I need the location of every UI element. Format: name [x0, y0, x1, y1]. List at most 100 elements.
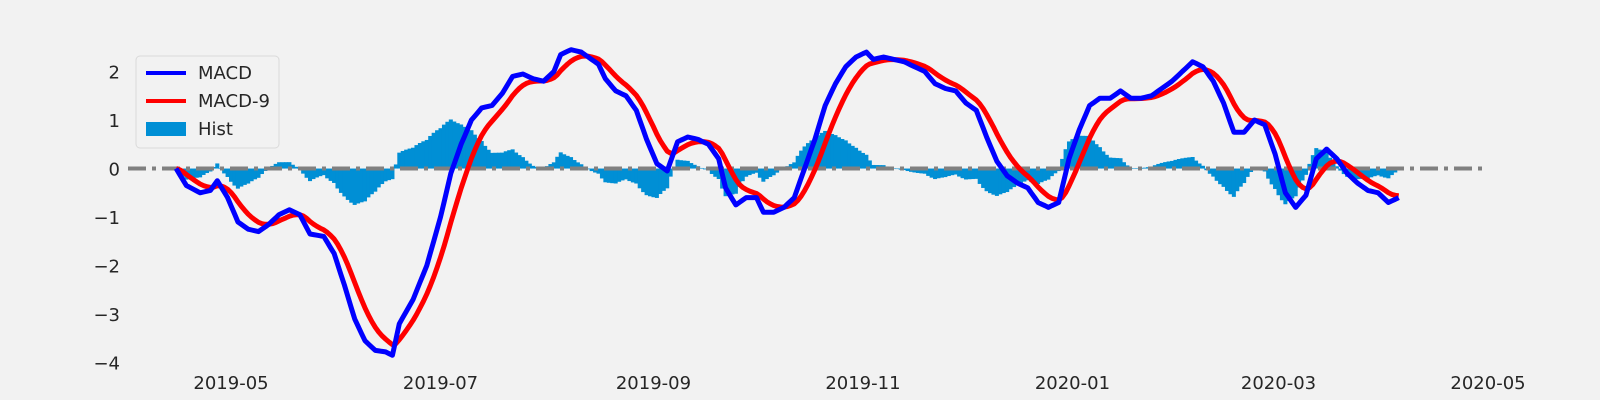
hist-bar — [682, 160, 687, 169]
hist-bar — [510, 149, 515, 169]
hist-bar — [1173, 159, 1178, 169]
hist-bar — [668, 168, 673, 177]
hist-bar — [988, 168, 993, 194]
hist-bar — [397, 152, 402, 169]
hist-bar — [483, 145, 488, 169]
hist-bar — [280, 162, 285, 169]
histogram-layer — [174, 119, 1401, 205]
hist-bar — [1101, 151, 1106, 169]
hist-bar — [737, 168, 742, 187]
hist-bar — [1207, 168, 1212, 174]
hist-bar — [998, 168, 1003, 195]
hist-bar — [527, 163, 532, 169]
hist-bar — [919, 168, 924, 174]
hist-bar — [1159, 162, 1164, 169]
hist-bar — [967, 168, 972, 180]
hist-bar — [514, 152, 519, 169]
hist-bar — [1142, 167, 1147, 169]
hist-bar — [943, 168, 948, 178]
hist-bar — [713, 168, 718, 177]
hist-bar — [1163, 162, 1168, 169]
hist-bar — [572, 160, 577, 169]
hist-bar — [816, 135, 821, 169]
hist-bar — [960, 168, 965, 179]
hist-bar — [864, 154, 869, 169]
y-tick-label: −3 — [93, 305, 120, 326]
hist-bar — [661, 168, 666, 191]
hist-bar — [984, 168, 989, 192]
hist-bar — [1228, 168, 1233, 195]
hist-bar — [1121, 162, 1126, 169]
hist-bar — [613, 168, 618, 184]
hist-bar — [507, 150, 512, 169]
hist-bar — [1324, 151, 1329, 169]
hist-bar — [747, 168, 752, 176]
hist-bar — [1049, 168, 1054, 177]
x-tick-label: 2019-09 — [616, 373, 691, 394]
hist-bar — [658, 168, 663, 195]
hist-bar — [1039, 168, 1044, 183]
hist-bar — [1115, 158, 1120, 169]
hist-bar — [1046, 168, 1051, 180]
hist-bar — [369, 168, 374, 195]
hist-bar — [1187, 157, 1192, 169]
hist-bar — [366, 168, 371, 198]
hist-bar — [558, 152, 563, 169]
hist-bar — [249, 168, 254, 182]
hist-bar — [551, 162, 556, 169]
hist-bar — [603, 168, 608, 183]
hist-bar — [1197, 163, 1202, 169]
hist-bar — [352, 168, 357, 205]
hist-bar — [493, 152, 498, 169]
hist-bar — [775, 168, 780, 173]
hist-bar — [1372, 168, 1377, 177]
hist-bar — [1369, 168, 1374, 178]
hist-bar — [304, 168, 309, 178]
hist-bar — [555, 156, 560, 169]
hist-bar — [871, 164, 876, 169]
hist-bar — [356, 168, 361, 204]
hist-bar — [407, 148, 412, 169]
hist-bar — [617, 168, 622, 182]
hist-bar — [1286, 168, 1291, 201]
hist-bar — [229, 168, 234, 182]
hist-bar — [833, 135, 838, 169]
hist-bar — [634, 168, 639, 184]
y-tick-label: −1 — [93, 208, 120, 229]
hist-bar — [936, 168, 941, 179]
hist-bar — [981, 168, 986, 188]
hist-bar — [362, 168, 367, 202]
hist-bar — [455, 123, 460, 169]
legend-swatch-hist — [146, 122, 186, 136]
hist-bar — [902, 168, 907, 171]
hist-bar — [953, 168, 958, 175]
hist-bar — [1156, 163, 1161, 169]
hist-bar — [1266, 168, 1271, 179]
hist-bar — [235, 168, 240, 189]
hist-bar — [589, 168, 594, 172]
hist-bar — [503, 151, 508, 169]
hist-bar — [424, 139, 429, 169]
hist-bar — [830, 134, 835, 169]
hist-bar — [1176, 159, 1181, 169]
hist-bar — [239, 168, 244, 187]
hist-bar — [215, 163, 220, 169]
hist-bar — [620, 168, 625, 181]
hist-bar — [376, 168, 381, 188]
y-tick-label: −2 — [93, 257, 120, 278]
hist-bar — [970, 168, 975, 180]
hist-bar — [1077, 135, 1082, 169]
x-tick-label: 2019-11 — [825, 373, 900, 394]
hist-bar — [1108, 157, 1113, 169]
hist-bar — [1200, 165, 1205, 169]
hist-bar — [850, 145, 855, 169]
hist-bar — [1245, 168, 1250, 177]
hist-bar — [764, 168, 769, 180]
hist-bar — [788, 164, 793, 169]
hist-bar — [847, 143, 852, 169]
hist-bar — [933, 168, 938, 180]
hist-bar — [648, 168, 653, 197]
y-tick-label: 2 — [109, 63, 120, 84]
hist-bar — [860, 152, 865, 169]
